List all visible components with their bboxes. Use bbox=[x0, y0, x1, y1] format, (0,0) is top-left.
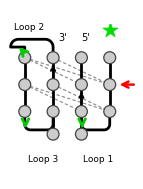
Circle shape bbox=[76, 79, 87, 91]
Text: Loop 2: Loop 2 bbox=[14, 23, 44, 33]
Circle shape bbox=[19, 79, 31, 91]
Point bbox=[109, 29, 111, 32]
Circle shape bbox=[76, 128, 87, 140]
Circle shape bbox=[76, 52, 87, 64]
Circle shape bbox=[19, 105, 31, 117]
Circle shape bbox=[76, 105, 87, 117]
Circle shape bbox=[19, 52, 31, 64]
Circle shape bbox=[47, 105, 59, 117]
Text: Loop 1: Loop 1 bbox=[83, 155, 114, 164]
Text: 3': 3' bbox=[59, 33, 67, 43]
Text: 5': 5' bbox=[81, 33, 90, 43]
Circle shape bbox=[47, 128, 59, 140]
Text: Loop 3: Loop 3 bbox=[28, 155, 58, 164]
Circle shape bbox=[47, 79, 59, 91]
Circle shape bbox=[47, 52, 59, 64]
Circle shape bbox=[104, 105, 116, 117]
Circle shape bbox=[104, 79, 116, 91]
Circle shape bbox=[104, 52, 116, 64]
